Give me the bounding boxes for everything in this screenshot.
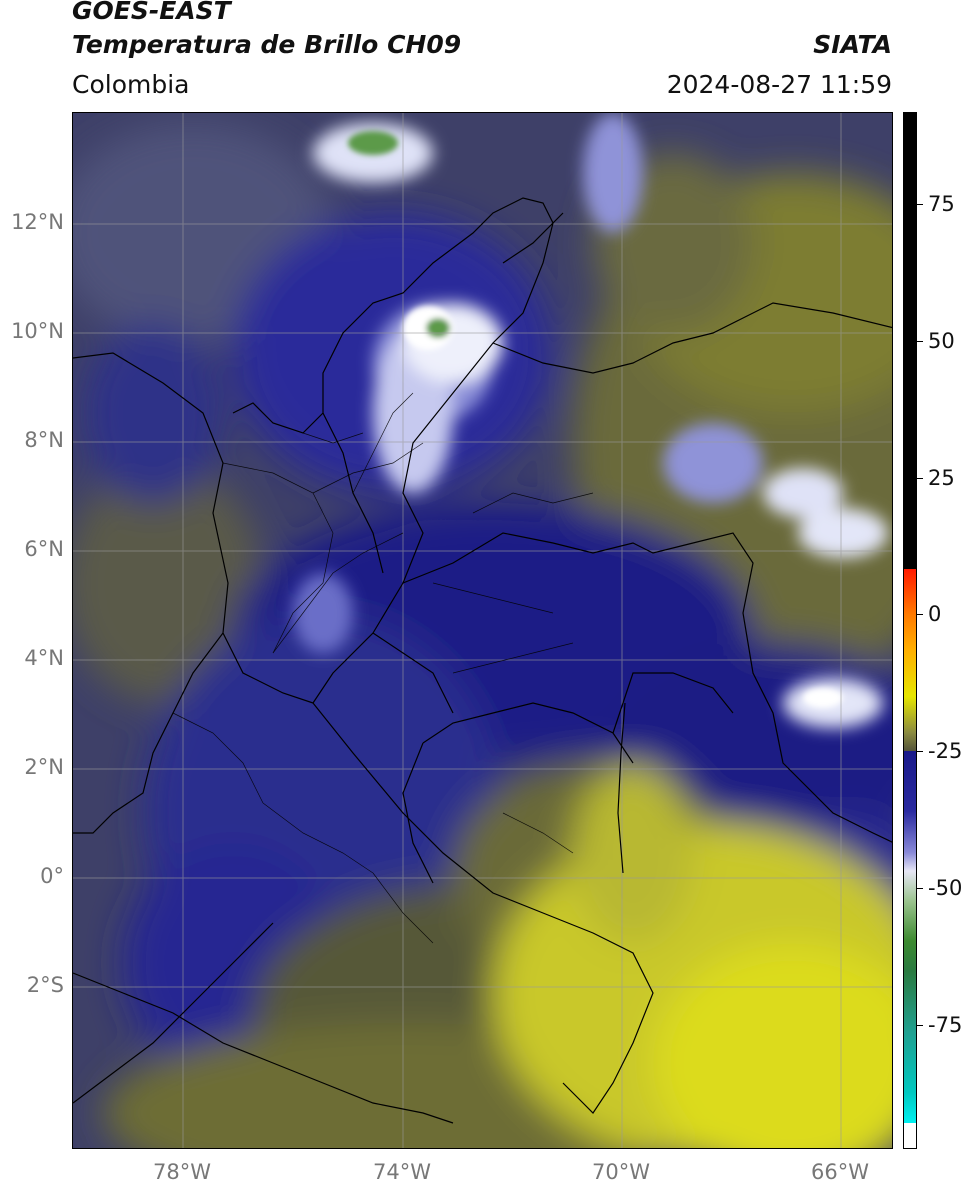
lat-label: 8°N bbox=[24, 428, 64, 452]
lon-label: 66°W bbox=[811, 1160, 869, 1184]
cbar-tick bbox=[917, 751, 923, 752]
colorbar bbox=[903, 112, 917, 1149]
cbar-label: -25 bbox=[928, 739, 963, 763]
lat-label: 4°N bbox=[24, 646, 64, 670]
cbar-teal-segment bbox=[904, 971, 916, 1123]
satellite-title: GOES-EAST bbox=[72, 0, 231, 25]
product-title: Temperatura de Brillo CH09 bbox=[72, 30, 462, 59]
cbar-label: 0 bbox=[928, 602, 942, 626]
cbar-red-yellow-segment bbox=[904, 569, 916, 751]
cbar-tick bbox=[917, 614, 923, 615]
political-borders bbox=[73, 197, 892, 1124]
cbar-tick bbox=[917, 204, 923, 205]
cbar-tick bbox=[917, 478, 923, 479]
timestamp: 2024-08-27 11:59 bbox=[666, 70, 892, 99]
lat-label: 12°N bbox=[11, 210, 64, 234]
cbar-label: 50 bbox=[928, 329, 955, 353]
satellite-map[interactable] bbox=[72, 112, 893, 1149]
cbar-tick bbox=[917, 1025, 923, 1026]
lat-label: 2°N bbox=[24, 755, 64, 779]
org-label: SIATA bbox=[813, 30, 892, 59]
map-canvas bbox=[73, 113, 892, 1148]
cbar-label: 25 bbox=[928, 466, 955, 490]
lon-label: 74°W bbox=[373, 1160, 431, 1184]
lat-label: 10°N bbox=[11, 319, 64, 343]
lon-label: 70°W bbox=[592, 1160, 650, 1184]
cbar-blue-segment bbox=[904, 751, 916, 871]
lat-label: 6°N bbox=[24, 537, 64, 561]
cbar-tick bbox=[917, 888, 923, 889]
internal-borders bbox=[172, 392, 594, 944]
region-label: Colombia bbox=[72, 70, 190, 99]
cbar-label: -75 bbox=[928, 1013, 963, 1037]
cbar-green-segment bbox=[904, 871, 916, 971]
cbar-label: 75 bbox=[928, 192, 955, 216]
lat-label: 0° bbox=[40, 864, 64, 888]
lat-label: 2°S bbox=[26, 973, 64, 997]
cbar-white-segment bbox=[904, 1123, 916, 1148]
cbar-warm-segment bbox=[904, 113, 916, 569]
lon-label: 78°W bbox=[153, 1160, 211, 1184]
cbar-tick bbox=[917, 341, 923, 342]
cbar-label: -50 bbox=[928, 876, 963, 900]
